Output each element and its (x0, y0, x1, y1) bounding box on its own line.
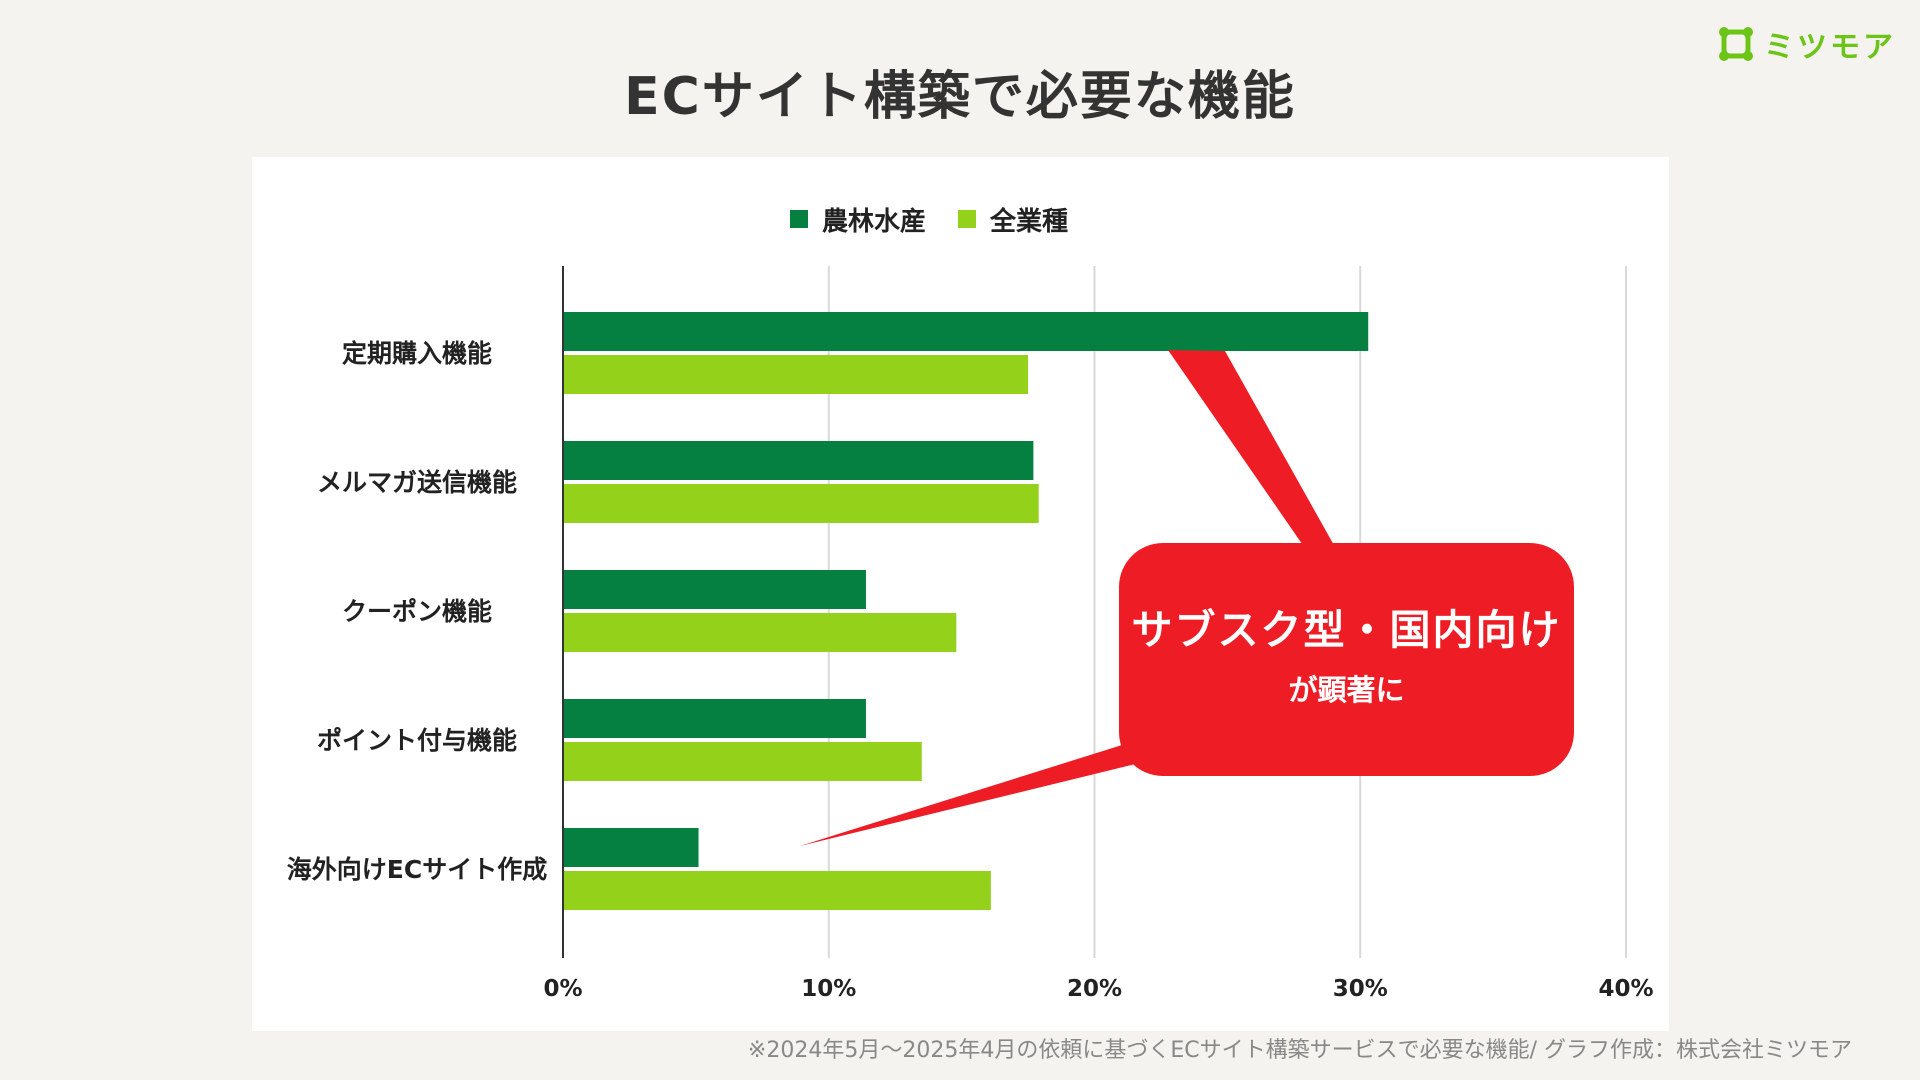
legend-label-series-1: 農林水産 (822, 206, 927, 237)
x-tick-label: 10% (801, 976, 856, 1002)
callout-sub-text: が顕著に (1288, 673, 1405, 707)
callout-main-text: サブスク型・国内向け (1131, 606, 1562, 654)
category-label: 定期購入機能 (342, 339, 492, 368)
x-tick-label: 30% (1333, 976, 1388, 1002)
page-title: ECサイト構築で必要な機能 (624, 67, 1296, 127)
chart-legend: 農林水産 全業種 (790, 184, 1068, 254)
bar (563, 484, 1039, 523)
bar (563, 570, 866, 609)
bars (563, 312, 1369, 910)
category-label: ポイント付与機能 (317, 726, 517, 755)
mitsumore-logo-icon (1719, 27, 1753, 61)
legend-swatch-series-1 (790, 210, 808, 228)
bar (563, 312, 1369, 351)
brand-name: ミツモア (1764, 30, 1896, 65)
x-tick-label: 0% (543, 976, 582, 1002)
tick-labels: 0% 10% 20% 30% 40% (543, 976, 1653, 1002)
x-tick-label: 40% (1598, 976, 1653, 1002)
callout-box (1119, 543, 1574, 776)
bar (563, 355, 1029, 394)
legend-swatch-series-2 (958, 210, 977, 228)
bar (563, 699, 866, 738)
category-label: クーポン機能 (342, 597, 492, 626)
bar (563, 613, 957, 652)
footnote: ※2024年5月〜2025年4月の依頼に基づくECサイト構築サービスで必要な機能… (747, 1038, 1852, 1063)
callout-text: サブスク型・国内向け が顕著に (1119, 600, 1574, 714)
legend-label-series-2: 全業種 (990, 206, 1069, 237)
legend-item-series-2: 全業種 (958, 201, 1068, 238)
x-tick-label: 20% (1067, 976, 1122, 1002)
brand-logo: ミツモア (1716, 22, 1896, 66)
callout-bubble (800, 350, 1574, 846)
callout-pointer-upper (1168, 350, 1335, 567)
bar (563, 742, 922, 781)
callout-pointer-lower (800, 740, 1160, 846)
category-label: メルマガ送信機能 (317, 468, 517, 497)
bar (563, 871, 991, 910)
category-label: 海外向けECサイト作成 (287, 855, 547, 884)
legend-item-series-1: 農林水産 (790, 201, 926, 238)
bar (563, 441, 1034, 480)
bar (563, 828, 699, 867)
